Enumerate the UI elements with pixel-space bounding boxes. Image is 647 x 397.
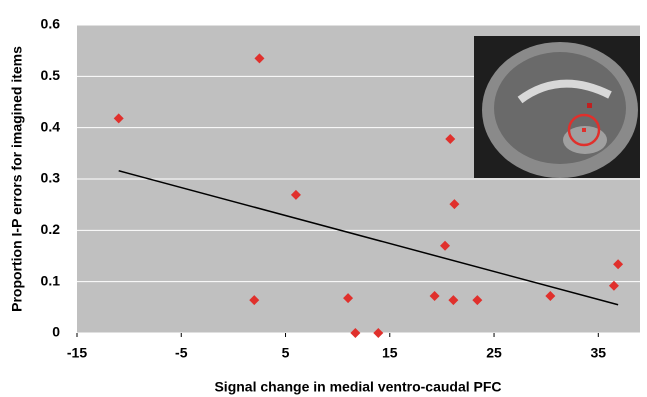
x-tick-label: 35 xyxy=(591,345,607,361)
y-axis-label: Proportion I-P errors for imagined items xyxy=(9,46,25,312)
x-tick-label: 15 xyxy=(382,345,398,361)
x-tick-label: -5 xyxy=(175,345,188,361)
chart: Signal change in medial ventro-caudal PF… xyxy=(0,0,647,397)
y-tick-label: 0.2 xyxy=(41,221,61,237)
x-tick-label: -15 xyxy=(67,345,87,361)
x-axis-label: Signal change in medial ventro-caudal PF… xyxy=(214,379,501,395)
y-tick-label: 0.5 xyxy=(41,67,61,83)
y-tick-label: 0.4 xyxy=(41,118,61,134)
x-tick-label: 25 xyxy=(486,345,502,361)
y-tick-label: 0 xyxy=(52,324,60,340)
brain-inner xyxy=(494,52,626,164)
x-tick-label: 5 xyxy=(282,345,290,361)
y-tick-label: 0.6 xyxy=(41,16,61,32)
roi-dot xyxy=(587,103,592,108)
y-tick-label: 0.3 xyxy=(41,170,61,186)
y-tick-label: 0.1 xyxy=(41,272,61,288)
roi-dot xyxy=(582,128,586,132)
brain-inset xyxy=(474,36,640,178)
